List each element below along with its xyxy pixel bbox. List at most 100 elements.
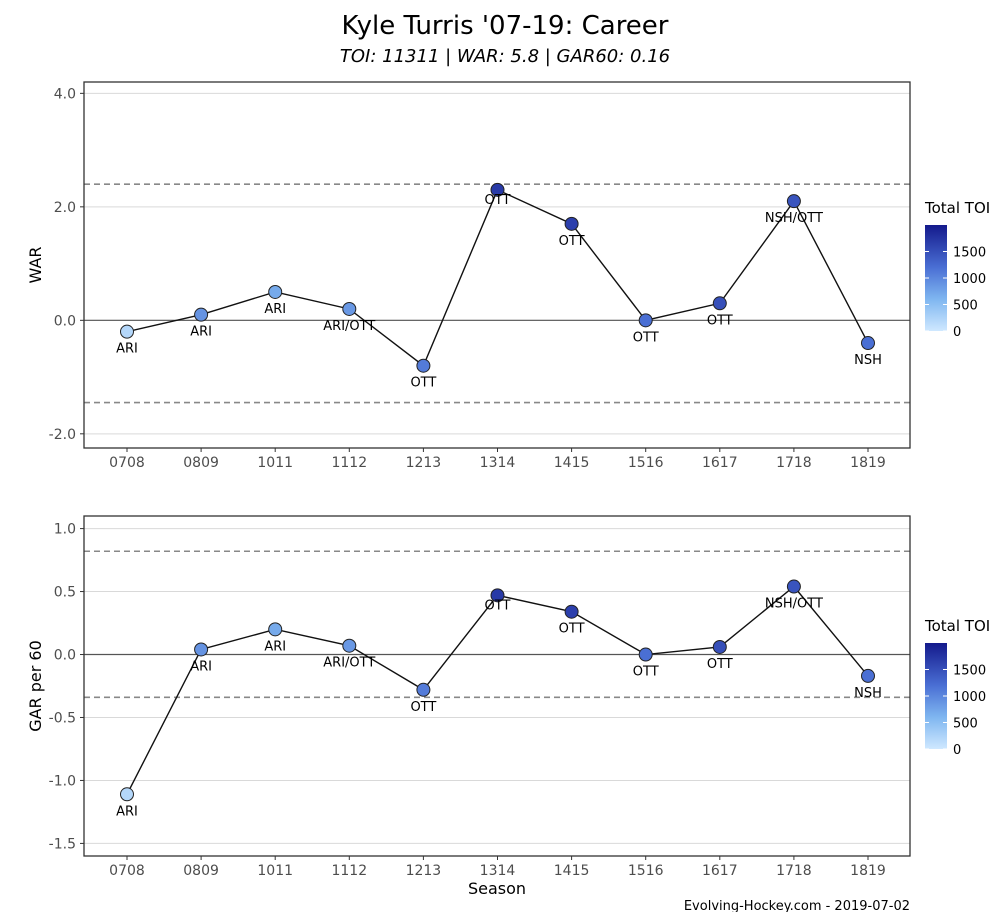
chart-subtitle: TOI: 11311 | WAR: 5.8 | GAR60: 0.16 xyxy=(340,46,670,67)
team-label: NSH/OTT xyxy=(765,597,823,612)
data-point xyxy=(120,324,134,339)
team-label: ARI xyxy=(190,325,212,340)
legend-tick-label: 1000 xyxy=(953,690,986,705)
team-label: ARI xyxy=(264,302,286,317)
plot-background xyxy=(84,82,910,448)
team-label: OTT xyxy=(485,193,511,208)
team-label: OTT xyxy=(559,622,585,637)
data-point xyxy=(490,588,505,603)
x-tick-label: 1213 xyxy=(406,455,442,471)
data-point xyxy=(712,296,727,311)
x-tick-label: 1819 xyxy=(850,455,886,471)
legend-tick-label: 1500 xyxy=(953,664,986,679)
x-tick-label: 1617 xyxy=(702,455,738,471)
source-caption: Evolving-Hockey.com - 2019-07-02 xyxy=(684,899,910,912)
y-tick-label: -1.0 xyxy=(49,773,76,789)
legend-title: Total TOI xyxy=(924,617,990,635)
legend-tick-label: 500 xyxy=(953,299,978,314)
team-label: ARI/OTT xyxy=(323,656,375,671)
team-label: OTT xyxy=(633,665,659,680)
y-tick-label: 0.5 xyxy=(54,585,76,601)
x-tick-label: 1415 xyxy=(554,455,590,471)
team-label: NSH xyxy=(854,353,882,368)
chart-title: Kyle Turris '07-19: Career xyxy=(341,11,668,41)
data-point xyxy=(861,668,875,683)
x-tick-label: 1314 xyxy=(480,863,516,879)
data-point xyxy=(342,638,357,653)
x-tick-label: 0809 xyxy=(183,455,219,471)
x-tick-label: 1718 xyxy=(776,455,812,471)
team-label: OTT xyxy=(707,657,733,672)
y-tick-label: 2.0 xyxy=(54,200,76,216)
legend-colorbar xyxy=(925,225,947,331)
x-tick-label: 1415 xyxy=(554,863,590,879)
x-tick-label: 1314 xyxy=(480,455,516,471)
data-point xyxy=(268,284,283,299)
data-point xyxy=(194,307,209,322)
team-label: ARI/OTT xyxy=(323,319,375,334)
data-point xyxy=(638,313,653,328)
panel-1: -2.0 0.0 2.0 4.0 0708 0809 1011 1112 1213 1314 141… xyxy=(26,81,990,471)
legend-tick-label: 1000 xyxy=(953,272,986,287)
x-tick-label: 1112 xyxy=(331,455,367,471)
y-tick-label: 0.0 xyxy=(54,648,76,664)
x-tick-label: 1718 xyxy=(776,863,812,879)
data-point xyxy=(786,579,801,594)
data-point xyxy=(712,639,727,654)
team-label: ARI xyxy=(116,342,138,357)
x-tick-label: 1516 xyxy=(628,863,664,879)
legend-tick-label: 0 xyxy=(953,743,961,758)
legend-title: Total TOI xyxy=(924,199,990,217)
team-label: OTT xyxy=(559,234,585,249)
data-point xyxy=(638,647,653,662)
plot-background xyxy=(84,516,910,856)
legend-colorbar xyxy=(925,643,947,749)
team-label: OTT xyxy=(707,313,733,328)
team-label: NSH xyxy=(854,686,882,701)
y-tick-label: -0.5 xyxy=(49,710,76,726)
team-label: OTT xyxy=(633,330,659,345)
legend-tick-label: 1500 xyxy=(953,246,986,261)
data-point xyxy=(268,622,283,637)
y-tick-label: 4.0 xyxy=(54,86,76,102)
data-point xyxy=(416,358,431,373)
team-label: ARI xyxy=(116,804,138,819)
y-tick-label: -2.0 xyxy=(49,427,76,443)
y-tick-label: 0.0 xyxy=(54,313,76,329)
toi-legend: Total TOI 0 500 1000 1500 xyxy=(924,199,990,340)
data-point xyxy=(416,682,431,697)
team-label: OTT xyxy=(410,700,436,715)
panel-2: -1.5 -1.0 -0.5 0.0 0.5 1.0 0708 0809 1011 1112 121… xyxy=(26,515,990,879)
data-point xyxy=(786,194,801,209)
y-tick-label: -1.5 xyxy=(49,836,76,852)
x-tick-label: 0708 xyxy=(109,455,145,471)
legend-tick-label: 0 xyxy=(953,325,961,340)
data-point xyxy=(194,642,209,657)
team-label: ARI xyxy=(264,639,286,654)
x-tick-label: 1516 xyxy=(628,455,664,471)
team-label: ARI xyxy=(190,659,212,674)
data-point xyxy=(120,787,134,802)
x-tick-label: 1112 xyxy=(331,863,367,879)
data-point xyxy=(564,604,579,619)
y-axis-title: WAR xyxy=(26,246,45,283)
team-label: NSH/OTT xyxy=(765,211,823,226)
x-axis-title: Season xyxy=(468,879,526,898)
data-point xyxy=(490,182,505,197)
team-label: OTT xyxy=(485,598,511,613)
toi-legend: Total TOI 0 500 1000 1500 xyxy=(924,617,990,758)
x-tick-label: 1819 xyxy=(850,863,886,879)
data-point xyxy=(564,216,579,231)
y-tick-label: 1.0 xyxy=(54,522,76,538)
x-tick-label: 1011 xyxy=(257,863,293,879)
data-point xyxy=(342,301,357,316)
x-tick-label: 0809 xyxy=(183,863,219,879)
x-tick-label: 1213 xyxy=(406,863,442,879)
team-label: OTT xyxy=(410,376,436,391)
x-tick-label: 1617 xyxy=(702,863,738,879)
legend-tick-label: 500 xyxy=(953,717,978,732)
y-axis-title: GAR per 60 xyxy=(26,640,45,732)
x-tick-label: 1011 xyxy=(257,455,293,471)
x-tick-label: 0708 xyxy=(109,863,145,879)
